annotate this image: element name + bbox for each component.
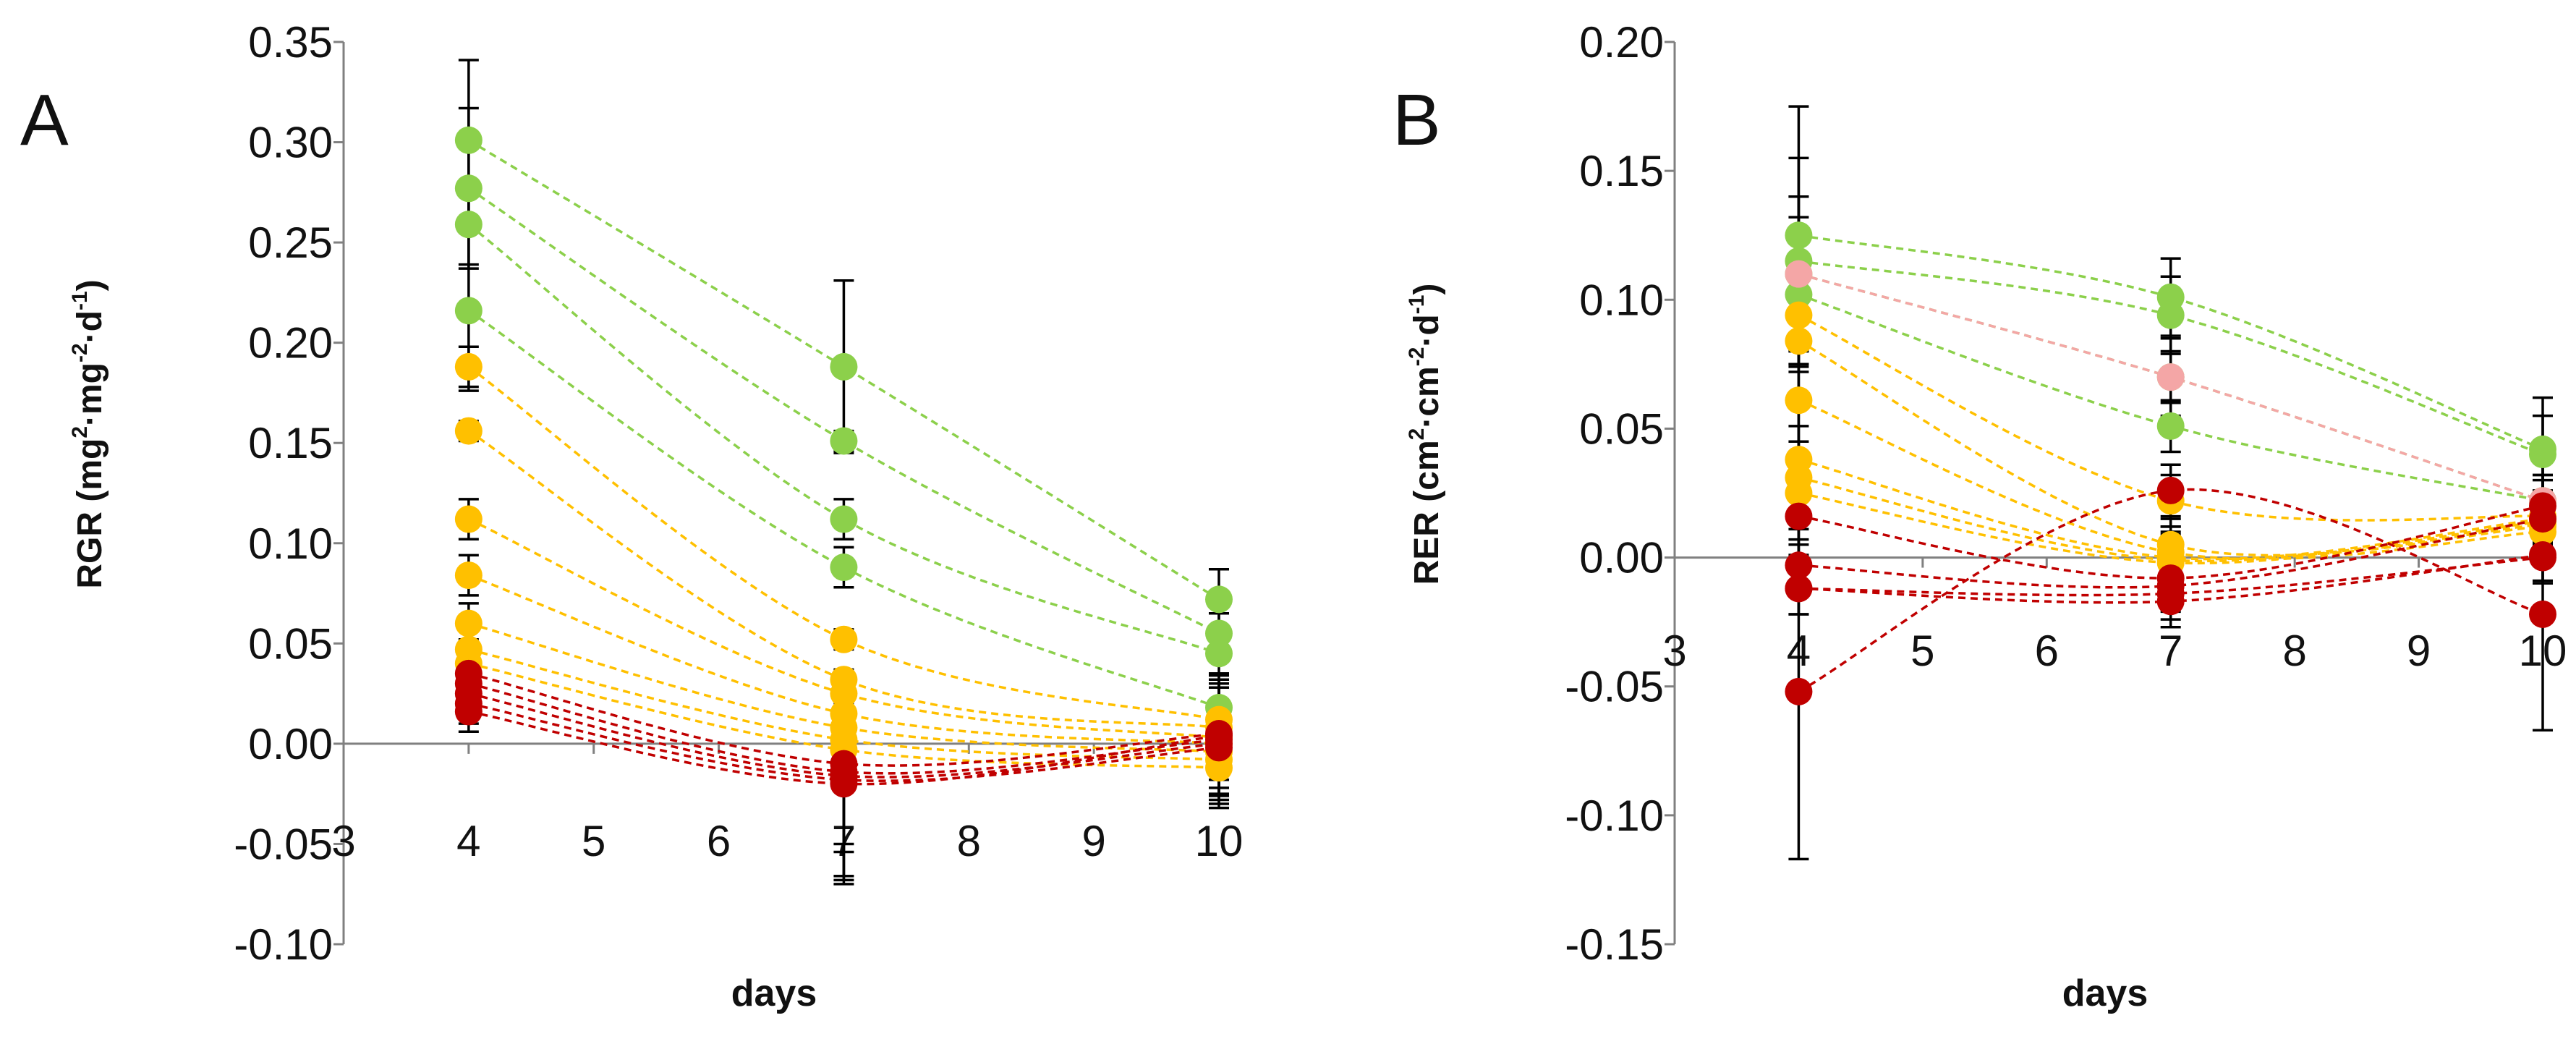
series-line-a-4 xyxy=(467,365,1220,721)
x-tick-label-b: 8 xyxy=(2282,627,2306,675)
series-line-a-6 xyxy=(468,517,1220,739)
data-point-b-10 xyxy=(1785,479,1813,507)
data-point-a-15 xyxy=(454,697,483,726)
x-tick-label-b: 7 xyxy=(2159,627,2182,675)
x-tick-label-a: 3 xyxy=(331,817,355,865)
data-point-b-15 xyxy=(1785,677,1813,705)
y-tick-label-b: -0.05 xyxy=(1565,663,1664,711)
y-tick-label-a: 0.15 xyxy=(248,419,333,467)
series-line-b-0 xyxy=(1798,234,2543,451)
data-point-a-0 xyxy=(830,352,858,381)
x-axis-label-b: days xyxy=(2062,972,2148,1014)
data-point-a-2 xyxy=(454,211,483,239)
x-tick-label-a: 9 xyxy=(1081,817,1105,865)
data-point-a-2 xyxy=(830,505,858,533)
x-tick-label-b: 5 xyxy=(1910,627,1934,675)
data-point-a-3 xyxy=(454,297,483,325)
data-point-b-14 xyxy=(1785,574,1813,603)
x-tick-label-a: 4 xyxy=(456,817,480,865)
plot-area-a: 0.35 0.30 0.25 0.20 0.15 0.10 0.05 0.00 -0.05 -0.… xyxy=(234,18,1243,969)
data-point-a-1 xyxy=(830,427,858,455)
series-line-a-1 xyxy=(467,187,1220,635)
panel-label-b: B xyxy=(1393,80,1441,161)
y-tick-label-b: 0.20 xyxy=(1579,18,1664,67)
series-line-b-7 xyxy=(1798,399,2543,561)
series-line-b-1 xyxy=(1798,260,2543,456)
data-point-a-10 xyxy=(1205,754,1233,782)
data-point-a-6 xyxy=(454,505,483,533)
data-point-a-15 xyxy=(830,770,858,798)
data-point-a-2 xyxy=(1205,640,1233,668)
x-tick-label-a: 10 xyxy=(1195,817,1244,865)
data-point-b-4 xyxy=(1785,260,1813,288)
y-tick-label-a: 0.30 xyxy=(248,119,333,167)
data-point-b-6 xyxy=(1785,327,1813,355)
series-line-b-5 xyxy=(1798,314,2543,522)
data-point-a-4 xyxy=(454,352,483,381)
y-tick-label-a: 0.10 xyxy=(248,520,333,568)
x-tick-label-b: 9 xyxy=(2407,627,2431,675)
data-point-b-5 xyxy=(1785,301,1813,329)
y-axis-label-b: RER (cm2·cm-2·d-1) xyxy=(1405,284,1446,585)
data-point-b-12 xyxy=(2529,505,2556,533)
x-tick-label-a: 6 xyxy=(707,817,731,865)
x-tick-label-b: 6 xyxy=(2035,627,2059,675)
data-point-a-0 xyxy=(454,126,483,154)
series-line-a-2 xyxy=(467,223,1220,655)
data-point-b-12 xyxy=(1785,551,1813,580)
data-point-a-1 xyxy=(454,174,483,203)
series-line-a-3 xyxy=(467,309,1220,709)
data-point-b-14 xyxy=(2529,541,2556,569)
data-point-a-8 xyxy=(454,609,483,637)
x-tick-label-a: 5 xyxy=(582,817,605,865)
series-line-b-15 xyxy=(1798,488,2543,693)
data-point-a-5 xyxy=(454,417,483,445)
y-tick-label-a: 0.25 xyxy=(248,219,333,267)
y-tick-label-b: 0.00 xyxy=(1579,534,1664,582)
x-tick-label-a: 8 xyxy=(957,817,981,865)
data-point-a-6 xyxy=(830,679,858,708)
series-line-a-8 xyxy=(468,622,1220,753)
y-tick-label-a: -0.05 xyxy=(234,820,333,868)
data-point-b-0 xyxy=(1785,221,1813,250)
y-axis-label-a: RGR (mg2·mg-2·d-1) xyxy=(68,279,109,588)
data-point-a-4 xyxy=(830,625,858,653)
data-point-b-15 xyxy=(2156,476,2185,504)
x-tick-label-b: 3 xyxy=(1662,627,1686,675)
plot-area-b: 0.200.150.100.050.00-0.05-0.10-0.153 4 5 6 7… xyxy=(1565,18,2567,969)
data-point-a-1 xyxy=(1205,619,1233,648)
data-point-b-4 xyxy=(2156,363,2185,391)
data-point-b-3 xyxy=(2156,412,2185,440)
data-point-b-7 xyxy=(1785,386,1813,415)
data-point-b-14 xyxy=(2156,588,2185,616)
y-tick-label-b: -0.10 xyxy=(1565,792,1664,840)
y-tick-label-b: 0.15 xyxy=(1579,147,1664,195)
x-axis-label-a: days xyxy=(731,972,817,1014)
y-tick-label-a: 0.05 xyxy=(248,619,333,668)
y-tick-label-b: 0.05 xyxy=(1579,404,1664,453)
data-point-a-7 xyxy=(454,561,483,590)
y-tick-label-a: -0.10 xyxy=(234,920,333,969)
y-tick-label-a: 0.00 xyxy=(248,720,333,768)
y-tick-label-a: 0.35 xyxy=(248,18,333,67)
y-tick-label-b: 0.10 xyxy=(1579,276,1664,324)
data-point-b-3 xyxy=(1785,281,1813,309)
data-point-a-15 xyxy=(1205,721,1233,750)
y-tick-label-a: 0.20 xyxy=(248,319,333,368)
data-point-b-15 xyxy=(2529,600,2556,628)
panel-label-a: A xyxy=(20,80,69,161)
y-tick-label-b: -0.15 xyxy=(1565,920,1664,969)
data-point-a-0 xyxy=(1205,585,1233,614)
data-point-a-3 xyxy=(830,554,858,582)
data-point-b-1 xyxy=(2529,441,2556,469)
data-point-b-11 xyxy=(1785,502,1813,530)
data-point-b-1 xyxy=(2156,301,2185,329)
